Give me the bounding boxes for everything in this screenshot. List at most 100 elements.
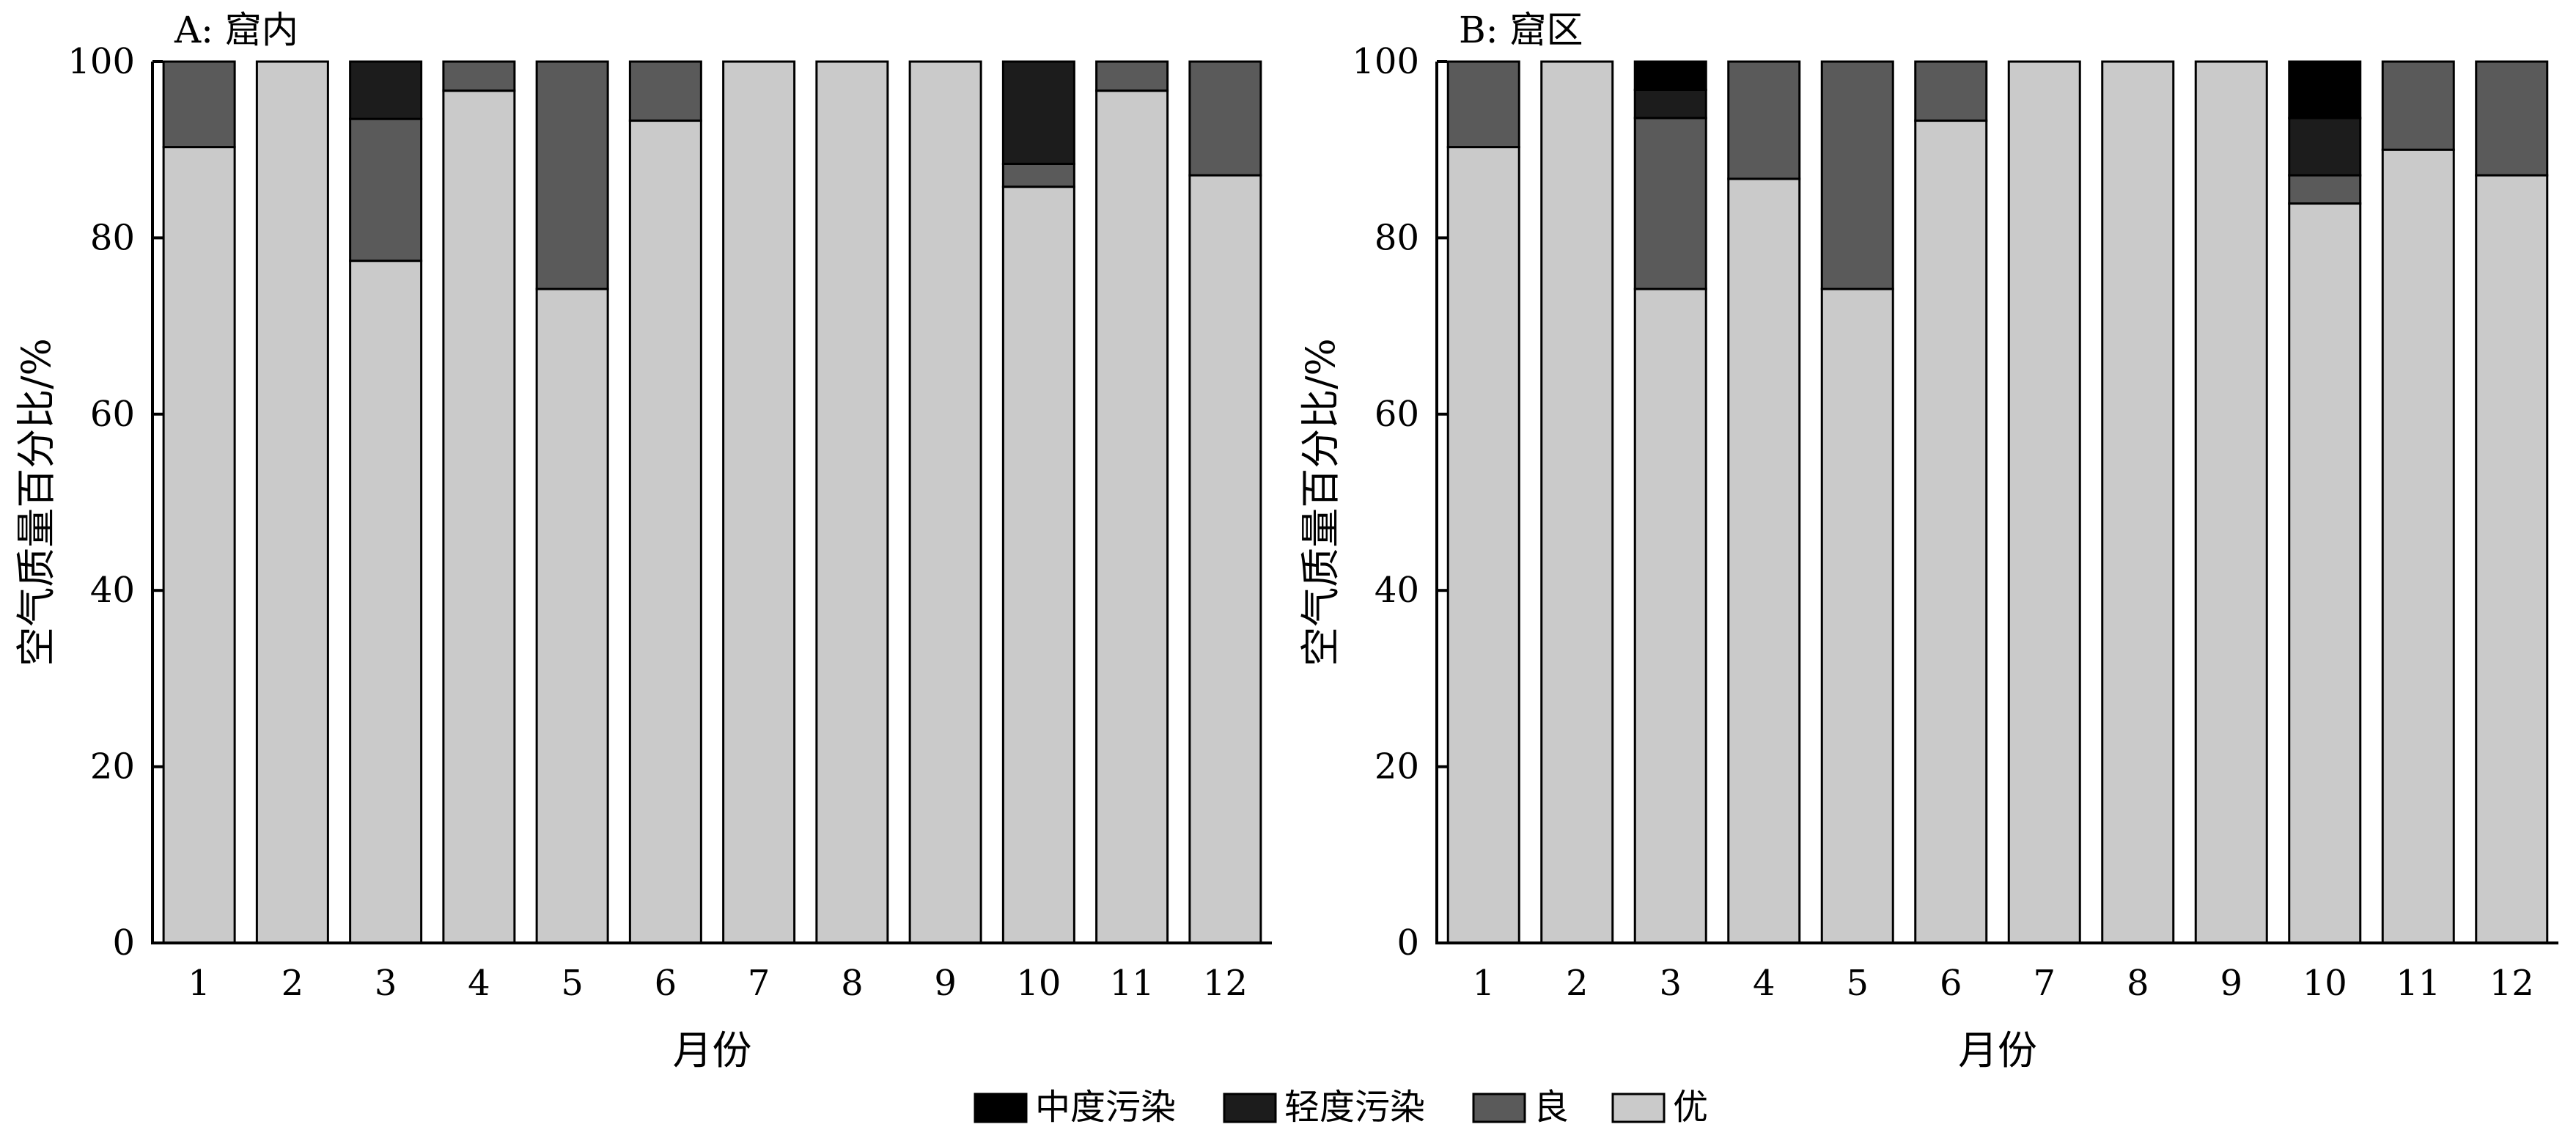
bar-segment-excellent-6 — [1914, 120, 1988, 944]
bar-segment-excellent-3 — [1633, 287, 1707, 944]
bar-segment-excellent-8 — [815, 60, 889, 944]
legend-swatch-excellent — [1611, 1093, 1666, 1123]
y-tick-label: 0 — [112, 922, 135, 963]
chart-title: B: 窟区 — [1459, 9, 1583, 51]
bar-segment-light-3 — [1633, 88, 1707, 120]
y-tick-label: 40 — [90, 570, 135, 611]
bar-segment-excellent-11 — [2381, 148, 2455, 944]
legend: 中度污染 轻度污染 良 优 — [974, 1087, 1708, 1128]
y-tick-label: 20 — [90, 746, 135, 788]
bar-segment-good-3 — [349, 117, 423, 263]
legend-swatch-good — [1472, 1093, 1526, 1123]
x-tick-label: 1 — [1472, 963, 1495, 1004]
bar-segment-good-4 — [1727, 60, 1801, 180]
y-axis-label: 空气质量百分比/% — [13, 338, 59, 667]
x-tick-label: 9 — [934, 963, 957, 1004]
bar-segment-excellent-2 — [255, 60, 329, 944]
legend-label-moderate: 中度污染 — [1035, 1087, 1176, 1128]
bar-segment-moderate-10 — [2288, 60, 2362, 120]
bar-segment-excellent-8 — [2101, 60, 2175, 944]
legend-swatch-moderate — [974, 1093, 1028, 1123]
bar-segment-excellent-3 — [349, 260, 423, 944]
bar-segment-excellent-2 — [1540, 60, 1614, 944]
x-tick-label: 8 — [2127, 963, 2149, 1004]
legend-label-light: 轻度污染 — [1284, 1087, 1425, 1128]
x-tick-label: 2 — [281, 963, 304, 1004]
y-tick-label: 0 — [1396, 922, 1419, 963]
bar-segment-excellent-9 — [908, 60, 982, 944]
bar-segment-moderate-3 — [1633, 60, 1707, 91]
x-axis-label: 月份 — [1958, 1027, 2037, 1073]
bar-segment-excellent-5 — [1820, 287, 1894, 944]
bar-segment-excellent-1 — [162, 146, 236, 944]
x-tick-label: 7 — [748, 963, 770, 1004]
y-tick-label: 80 — [1375, 217, 1419, 258]
bar-segment-excellent-4 — [1727, 177, 1801, 944]
bar-segment-good-12 — [2475, 60, 2549, 177]
bar-segment-excellent-5 — [535, 287, 609, 944]
legend-swatch-light — [1223, 1093, 1277, 1123]
bar-segment-light-3 — [349, 60, 423, 120]
bar-segment-excellent-10 — [2288, 202, 2362, 944]
bar-segment-excellent-1 — [1446, 146, 1520, 944]
chart-title: A: 窟内 — [174, 9, 298, 51]
x-tick-label: 11 — [1110, 963, 1155, 1004]
y-tick-label: 40 — [1375, 570, 1419, 611]
x-tick-label: 10 — [1016, 963, 1061, 1004]
bar-segment-good-1 — [162, 60, 236, 149]
x-tick-label: 6 — [1940, 963, 1962, 1004]
x-tick-label: 11 — [2396, 963, 2440, 1004]
bar-segment-excellent-6 — [628, 120, 702, 944]
x-tick-label: 6 — [655, 963, 677, 1004]
bar-segment-excellent-12 — [2475, 174, 2549, 944]
bar-segment-good-10 — [1001, 162, 1075, 188]
bar-segment-good-5 — [535, 60, 609, 290]
bar-segment-excellent-4 — [442, 89, 516, 944]
legend-label-excellent: 优 — [1673, 1087, 1708, 1128]
x-axis-label: 月份 — [673, 1027, 752, 1073]
bar-segment-excellent-7 — [722, 60, 796, 944]
x-tick-label: 12 — [1203, 963, 1248, 1004]
x-tick-label: 3 — [1659, 963, 1682, 1004]
x-tick-label: 10 — [2303, 963, 2347, 1004]
x-tick-label: 7 — [2033, 963, 2056, 1004]
y-tick-label: 100 — [1352, 41, 1419, 82]
y-tick-label: 20 — [1375, 746, 1419, 788]
bar-segment-good-5 — [1820, 60, 1894, 290]
x-tick-label: 4 — [468, 963, 490, 1004]
legend-label-good: 良 — [1534, 1087, 1569, 1128]
bar-segment-good-4 — [442, 60, 516, 92]
x-tick-label: 3 — [375, 963, 397, 1004]
bar-segment-good-6 — [628, 60, 702, 122]
x-tick-label: 5 — [1846, 963, 1869, 1004]
x-tick-label: 8 — [841, 963, 864, 1004]
bar-segment-good-11 — [2381, 60, 2455, 151]
y-tick-label: 60 — [90, 394, 135, 435]
bar-segment-excellent-7 — [2007, 60, 2081, 944]
y-tick-label: 60 — [1375, 394, 1419, 435]
bar-segment-excellent-12 — [1188, 174, 1262, 944]
x-tick-label: 5 — [561, 963, 584, 1004]
bar-segment-light-10 — [2288, 117, 2362, 177]
bar-segment-good-1 — [1446, 60, 1520, 149]
x-tick-label: 9 — [2220, 963, 2242, 1004]
y-tick-label: 100 — [67, 41, 135, 82]
bar-segment-good-12 — [1188, 60, 1262, 177]
x-tick-label: 12 — [2489, 963, 2534, 1004]
bar-segment-good-6 — [1914, 60, 1988, 122]
bar-segment-excellent-9 — [2194, 60, 2268, 944]
x-tick-label: 2 — [1566, 963, 1589, 1004]
bar-segment-good-11 — [1095, 60, 1169, 92]
x-tick-label: 1 — [188, 963, 210, 1004]
bar-segment-good-3 — [1633, 117, 1707, 290]
bar-segment-excellent-10 — [1001, 186, 1075, 944]
y-tick-label: 80 — [90, 217, 135, 258]
y-axis-label: 空气质量百分比/% — [1298, 338, 1344, 667]
x-tick-label: 4 — [1753, 963, 1775, 1004]
bar-segment-light-10 — [1001, 60, 1075, 165]
bar-segment-excellent-11 — [1095, 89, 1169, 944]
bar-segment-good-10 — [2288, 174, 2362, 205]
